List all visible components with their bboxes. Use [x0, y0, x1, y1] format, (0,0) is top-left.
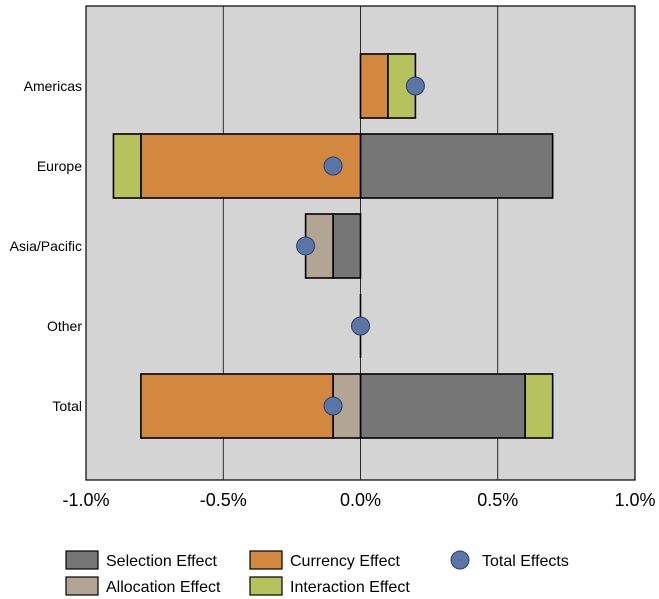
- x-tick-labels: -1.0% -0.5% 0.0% 0.5% 1.0%: [62, 490, 655, 510]
- x-tick-label-4: 1.0%: [614, 490, 655, 510]
- total-effect-point-asia-pacific: [296, 236, 316, 256]
- category-label-americas: Americas: [24, 78, 82, 94]
- bar-europe-selection-effect: [359, 133, 554, 199]
- legend-item-total-effects: Total Effects: [450, 550, 569, 570]
- bar-total-currency-effect: [140, 373, 334, 439]
- legend-label-interaction-effect: Interaction Effect: [290, 579, 410, 596]
- legend-item-interaction-effect: Interaction Effect: [249, 576, 410, 596]
- category-label-other: Other: [47, 318, 82, 334]
- x-tick-label-0: -1.0%: [62, 490, 109, 510]
- legend-item-allocation-effect: Allocation Effect: [65, 576, 221, 596]
- legend-swatch-currency-effect: [249, 550, 283, 570]
- category-label-asia-pacific: Asia/Pacific: [10, 238, 82, 254]
- bar-total-selection-effect: [359, 373, 526, 439]
- bar-asia-pacific-selection-effect: [332, 213, 362, 279]
- legend-item-currency-effect: Currency Effect: [249, 550, 401, 570]
- total-effect-point-americas: [405, 76, 425, 96]
- bar-total-interaction-effect: [524, 373, 554, 439]
- category-label-europe: Europe: [37, 158, 82, 174]
- bar-americas-currency-effect: [359, 53, 389, 119]
- legend-swatch-total-effects: [450, 550, 470, 570]
- legend-item-selection-effect: Selection Effect: [65, 550, 217, 570]
- legend-label-allocation-effect: Allocation Effect: [106, 579, 221, 596]
- legend-swatch-allocation-effect: [65, 576, 99, 596]
- legend-label-selection-effect: Selection Effect: [106, 553, 217, 570]
- legend-swatch-selection-effect: [65, 550, 99, 570]
- x-tick-label-1: -0.5%: [200, 490, 247, 510]
- plot-frame: [85, 5, 636, 481]
- legend-label-total-effects: Total Effects: [482, 553, 569, 570]
- x-tick-label-3: 0.5%: [477, 490, 518, 510]
- legend-swatch-interaction-effect: [249, 576, 283, 596]
- total-effect-points: [296, 76, 425, 416]
- bar-europe-interaction-effect: [112, 133, 142, 199]
- category-labels: Americas Europe Asia/Pacific Other Total: [10, 78, 83, 414]
- legend: Selection Effect Currency Effect Total Eff…: [65, 550, 569, 596]
- bars: [112, 53, 554, 439]
- category-label-total: Total: [52, 398, 82, 414]
- total-effect-point-total: [323, 396, 343, 416]
- total-effect-point-europe: [323, 156, 343, 176]
- x-tick-label-2: 0.0%: [340, 490, 381, 510]
- legend-label-currency-effect: Currency Effect: [290, 553, 401, 570]
- total-effect-point-other: [351, 316, 370, 336]
